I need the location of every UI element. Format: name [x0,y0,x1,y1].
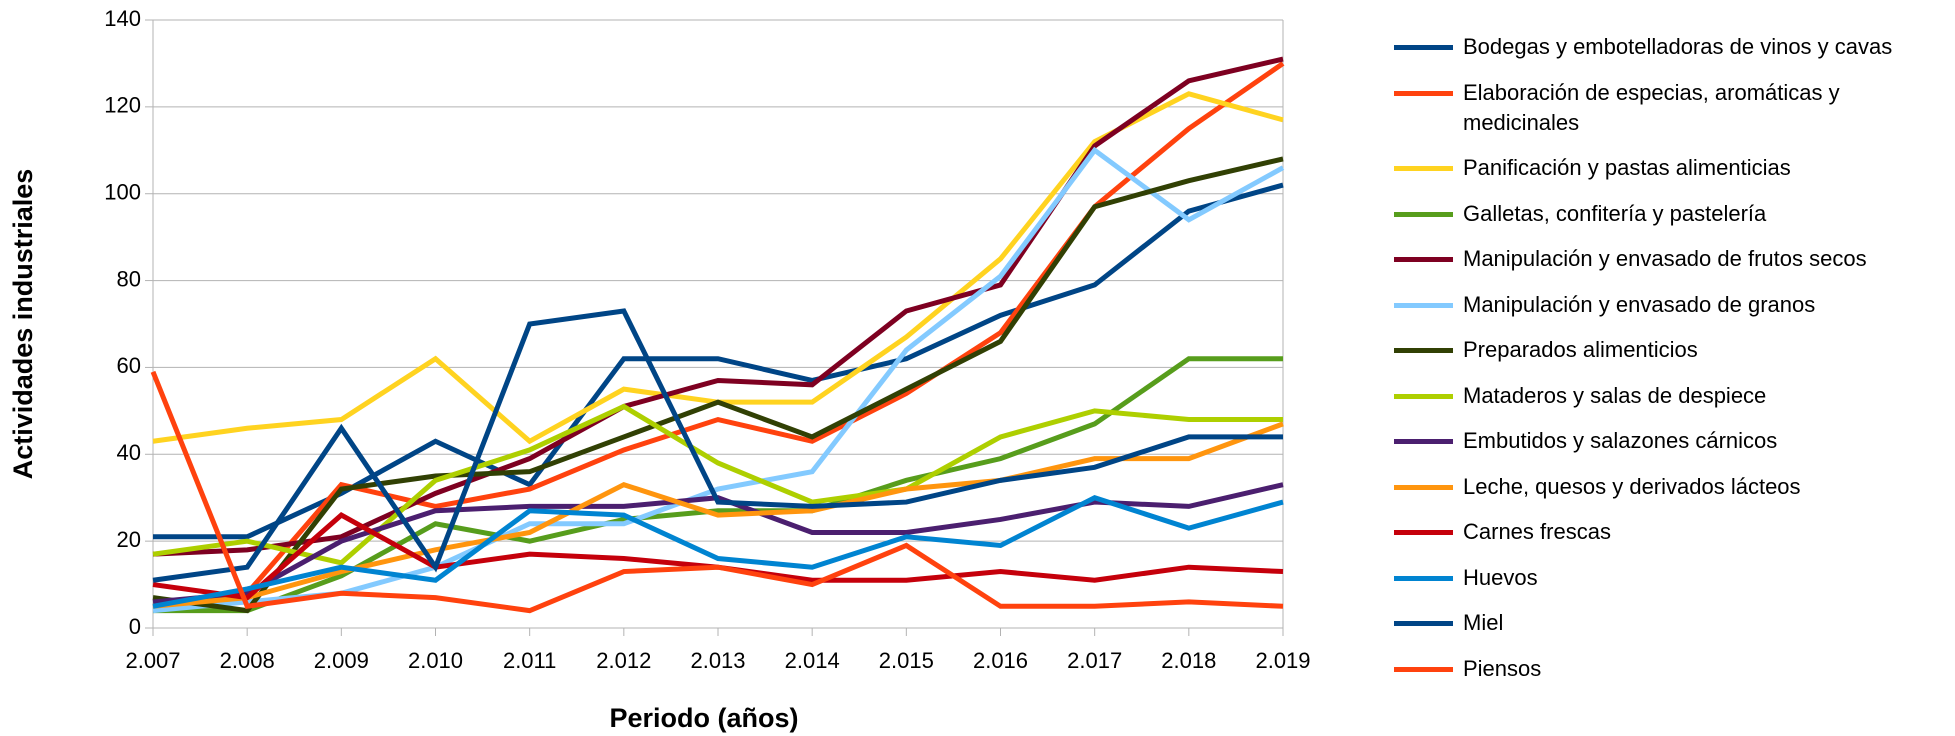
legend-label: Preparados alimenticios [1463,337,1698,362]
legend-label: Huevos [1463,564,1538,590]
legend-label: Piensos [1463,655,1542,681]
x-tick-label: 2.015 [879,648,934,673]
legend-swatch [1394,211,1453,217]
y-tick-label: 100 [104,180,141,205]
series-line [152,156,1284,614]
legend-label: Panificación y pastas alimenticias [1463,155,1791,180]
legend-item: Leche, quesos y derivados lácteos [1394,472,1954,502]
y-tick-label: 80 [117,266,141,291]
legend-swatch [1394,484,1453,490]
legend-label: Bodegas y embotelladoras de vinos y cava… [1463,34,1893,59]
legend-item: Elaboración de especias, aromáticas y me… [1394,78,1954,138]
legend-swatch [1394,90,1453,96]
legend-item: Embutidos y salazones cárnicos [1394,426,1954,456]
legend-item: Manipulación y envasado de granos [1394,290,1954,320]
series-line [152,61,1285,609]
legend-swatch [1394,575,1453,581]
legend-swatch [1394,45,1453,50]
x-tick-label: 2.010 [408,648,463,673]
legend-label: Leche, quesos y derivados lácteos [1463,473,1801,499]
series-line [152,421,1284,609]
y-tick-label: 20 [117,527,141,552]
y-tick-label: 40 [117,440,141,465]
legend-swatch [1394,257,1453,262]
legend-item: Huevos [1394,563,1954,593]
legend-label: Miel [1463,610,1504,635]
legend-item: Carnes frescas [1394,517,1954,547]
legend: Bodegas y embotelladoras de vinos y cava… [1394,32,1954,699]
y-tick-label: 0 [129,614,141,639]
legend-label: Mataderos y salas de despiece [1463,382,1767,408]
legend-swatch [1394,621,1453,626]
legend-label: Galletas, confitería y pastelería [1463,200,1767,226]
y-axis-title: Actividades industriales [8,169,38,480]
x-tick-label: 2.014 [785,648,840,673]
legend-swatch [1394,348,1453,353]
x-tick-label: 2.009 [314,648,369,673]
legend-swatch [1394,666,1453,672]
series-line [152,308,1283,583]
series-line [152,495,1284,609]
legend-swatch [1394,530,1453,535]
series-line [152,56,1284,557]
legend-item: Piensos [1394,654,1954,684]
legend-item: Panificación y pastas alimenticias [1394,153,1954,183]
x-tick-label: 2.017 [1067,648,1122,673]
series-line [153,182,1284,540]
legend-label: Embutidos y salazones cárnicos [1463,428,1778,453]
x-tick-label: 2.007 [125,648,180,673]
legend-swatch [1394,393,1453,399]
series-line [152,403,1283,566]
legend-item: Miel [1394,608,1954,638]
x-tick-label: 2.019 [1255,648,1310,673]
x-tick-label: 2.016 [973,648,1028,673]
x-tick-label: 2.011 [503,648,556,673]
legend-swatch [1394,439,1453,444]
legend-label: Carnes frescas [1463,519,1611,544]
legend-item: Bodegas y embotelladoras de vinos y cava… [1394,32,1954,62]
y-tick-label: 120 [104,93,141,118]
x-tick-label: 2.008 [220,648,275,673]
legend-swatch [1394,166,1453,171]
series-line [150,370,1284,614]
x-tick-label: 2.018 [1161,648,1216,673]
legend-item: Preparados alimenticios [1394,335,1954,365]
legend-item: Galletas, confitería y pastelería [1394,199,1954,229]
x-axis-title: Periodo (años) [609,703,798,733]
y-tick-label: 60 [117,353,141,378]
legend-swatch [1394,302,1453,308]
series-line [153,356,1283,614]
x-tick-label: 2.012 [596,648,651,673]
x-tick-label: 2.013 [690,648,745,673]
y-tick-label: 140 [104,6,141,31]
legend-label: Elaboración de especias, aromáticas y me… [1463,79,1840,135]
legend-label: Manipulación y envasado de granos [1463,291,1816,317]
legend-item: Manipulación y envasado de frutos secos [1394,244,1954,274]
legend-item: Mataderos y salas de despiece [1394,381,1954,411]
legend-label: Manipulación y envasado de frutos secos [1463,246,1867,271]
